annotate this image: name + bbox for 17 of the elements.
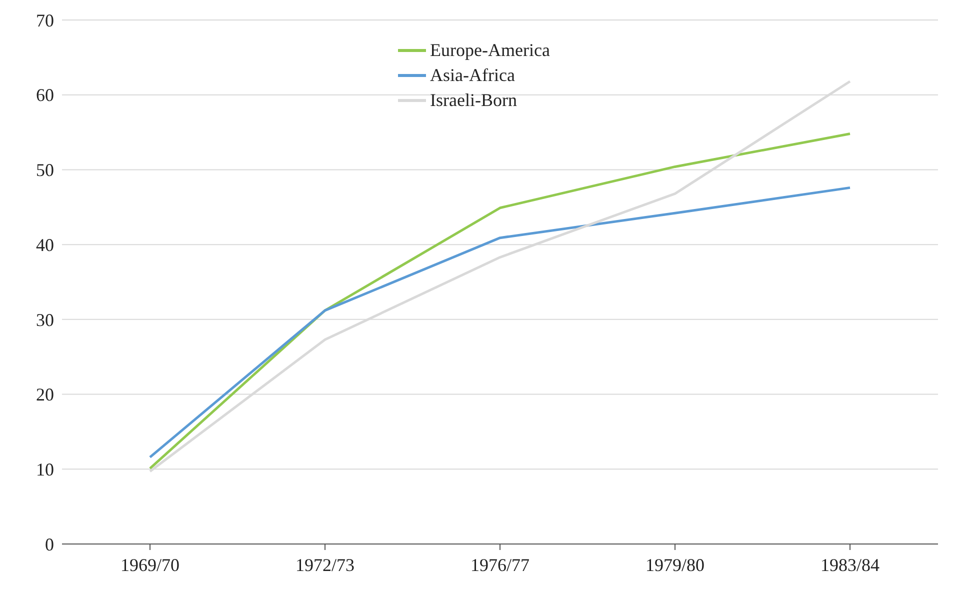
y-tick-label: 30 xyxy=(36,310,54,330)
y-tick-label: 50 xyxy=(36,160,54,180)
x-tick-label: 1969/70 xyxy=(120,554,180,575)
y-tick-label: 60 xyxy=(36,85,54,106)
x-tick-label: 1976/77 xyxy=(470,554,530,575)
y-tick-label: 0 xyxy=(45,534,54,554)
y-tick-label: 10 xyxy=(36,460,54,480)
legend-label: Europe-America xyxy=(430,39,550,62)
x-tick-label: 1983/84 xyxy=(820,554,880,575)
y-tick-label: 20 xyxy=(36,384,54,405)
line-series xyxy=(148,186,852,458)
x-tick-label: 1979/80 xyxy=(645,554,705,575)
legend-label: Israeli-Born xyxy=(430,89,517,112)
y-tick-label: 40 xyxy=(36,234,54,255)
y-tick-label: 70 xyxy=(36,10,54,30)
x-tick-label: 1972/73 xyxy=(295,554,355,575)
legend-label: Asia-Africa xyxy=(430,64,515,87)
